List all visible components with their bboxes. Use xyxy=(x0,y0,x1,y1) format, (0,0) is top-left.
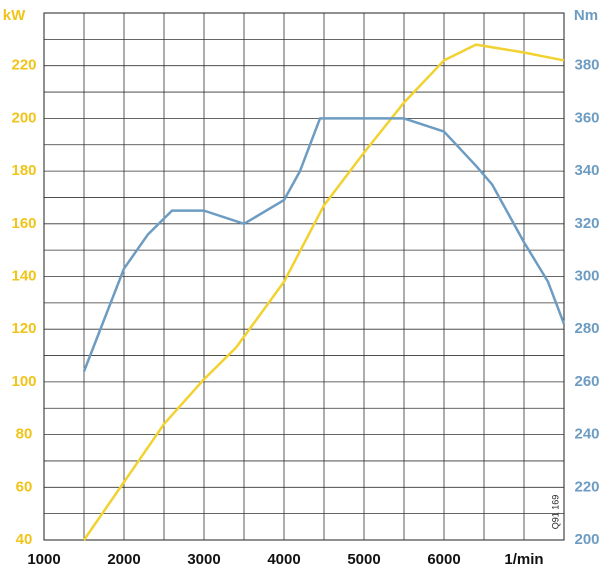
y2-tick-label: 220 xyxy=(574,478,599,495)
x-tick-label: 2000 xyxy=(107,551,140,568)
plot-frame xyxy=(43,12,565,541)
y2-tick-label: 260 xyxy=(574,373,599,390)
y-tick-label: 140 xyxy=(11,267,36,284)
y-tick-label: 40 xyxy=(16,531,33,548)
series-line xyxy=(82,43,565,541)
y-tick-label: 60 xyxy=(16,478,33,495)
y2-tick-label: 380 xyxy=(574,57,599,74)
x-tick-label: 1000 xyxy=(27,551,60,568)
y-tick-label: 220 xyxy=(11,57,36,74)
y2-tick-label: 200 xyxy=(574,531,599,548)
y-tick-label: 80 xyxy=(16,426,33,443)
x-tick-label: 3000 xyxy=(187,551,220,568)
x-tick-label: 6000 xyxy=(427,551,460,568)
y-tick-label: 160 xyxy=(11,215,36,232)
y-tick-label: 200 xyxy=(11,109,36,126)
x-tick-label: 4000 xyxy=(267,551,300,568)
y2-tick-label: 320 xyxy=(574,215,599,232)
y2-axis-label: Nm xyxy=(574,7,598,24)
y-axis-label: kW xyxy=(3,7,26,24)
x-tick-label: 1/min xyxy=(504,551,543,568)
y-tick-label: 180 xyxy=(11,162,36,179)
annotation: Q91 169 xyxy=(550,495,560,530)
y2-tick-label: 280 xyxy=(574,320,599,337)
series-line xyxy=(82,117,566,372)
y2-tick-label: 360 xyxy=(574,109,599,126)
y-tick-label: 100 xyxy=(11,373,36,390)
x-tick-label: 5000 xyxy=(347,551,380,568)
y2-tick-label: 240 xyxy=(574,426,599,443)
y2-tick-label: 340 xyxy=(574,162,599,179)
y-tick-label: 120 xyxy=(11,320,36,337)
y2-tick-label: 300 xyxy=(574,267,599,284)
